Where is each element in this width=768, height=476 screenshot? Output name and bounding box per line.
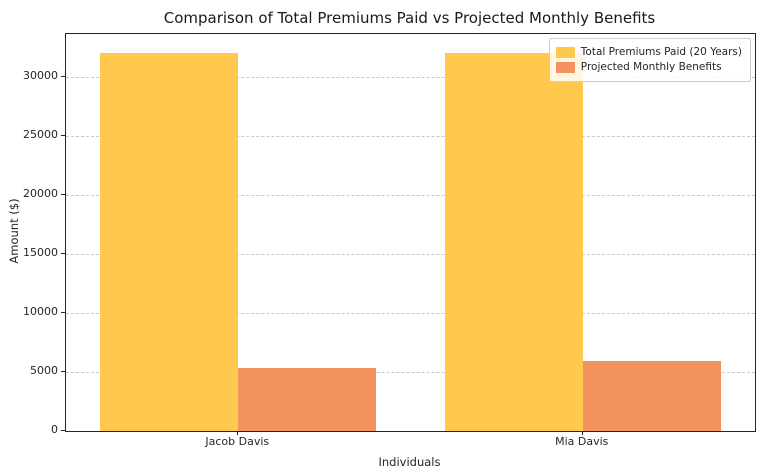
gridline [66,194,755,196]
legend-item: Total Premiums Paid (20 Years) [555,46,742,59]
chart-title: Comparison of Total Premiums Paid vs Pro… [163,9,656,27]
gridline [66,135,755,137]
y-tick-mark [61,370,65,372]
y-tick-label: 25000 [23,127,58,141]
legend-swatch [555,62,575,73]
x-tick-label: Mia Davis [555,435,609,448]
y-tick-mark [61,193,65,195]
y-tick-mark [61,252,65,254]
gridline [66,371,755,373]
legend-item: Projected Monthly Benefits [555,61,742,74]
bar-total-premiums-paid-20-years-jacob-davis [100,52,239,431]
y-tick-label: 30000 [23,68,58,82]
y-tick-mark [61,430,65,431]
x-axis-label: Individuals [378,455,441,469]
x-tick-mark [237,431,239,435]
y-tick-label: 0 [51,423,58,436]
y-tick-mark [61,311,65,313]
bar-projected-monthly-benefits-mia-davis [582,361,721,431]
gridline [66,312,755,314]
gridline [66,253,755,255]
y-tick-label: 10000 [23,304,58,318]
y-tick-mark [61,134,65,136]
x-tick-mark [581,431,583,435]
legend: Total Premiums Paid (20 Years) Projected … [548,38,751,82]
gridline [66,76,755,78]
bar-total-premiums-paid-20-years-mia-davis [444,52,583,431]
x-tick-label: Jacob Davis [205,435,270,448]
legend-swatch [555,47,575,58]
plot-area: Total Premiums Paid (20 Years) Projected … [65,33,756,432]
y-tick-label: 5000 [30,363,58,377]
legend-label: Projected Monthly Benefits [580,61,722,73]
y-tick-mark [61,75,65,77]
y-tick-label: 20000 [23,186,58,200]
y-tick-label: 15000 [23,245,58,259]
legend-label: Total Premiums Paid (20 Years) [580,46,742,58]
bar-projected-monthly-benefits-jacob-davis [238,368,377,431]
